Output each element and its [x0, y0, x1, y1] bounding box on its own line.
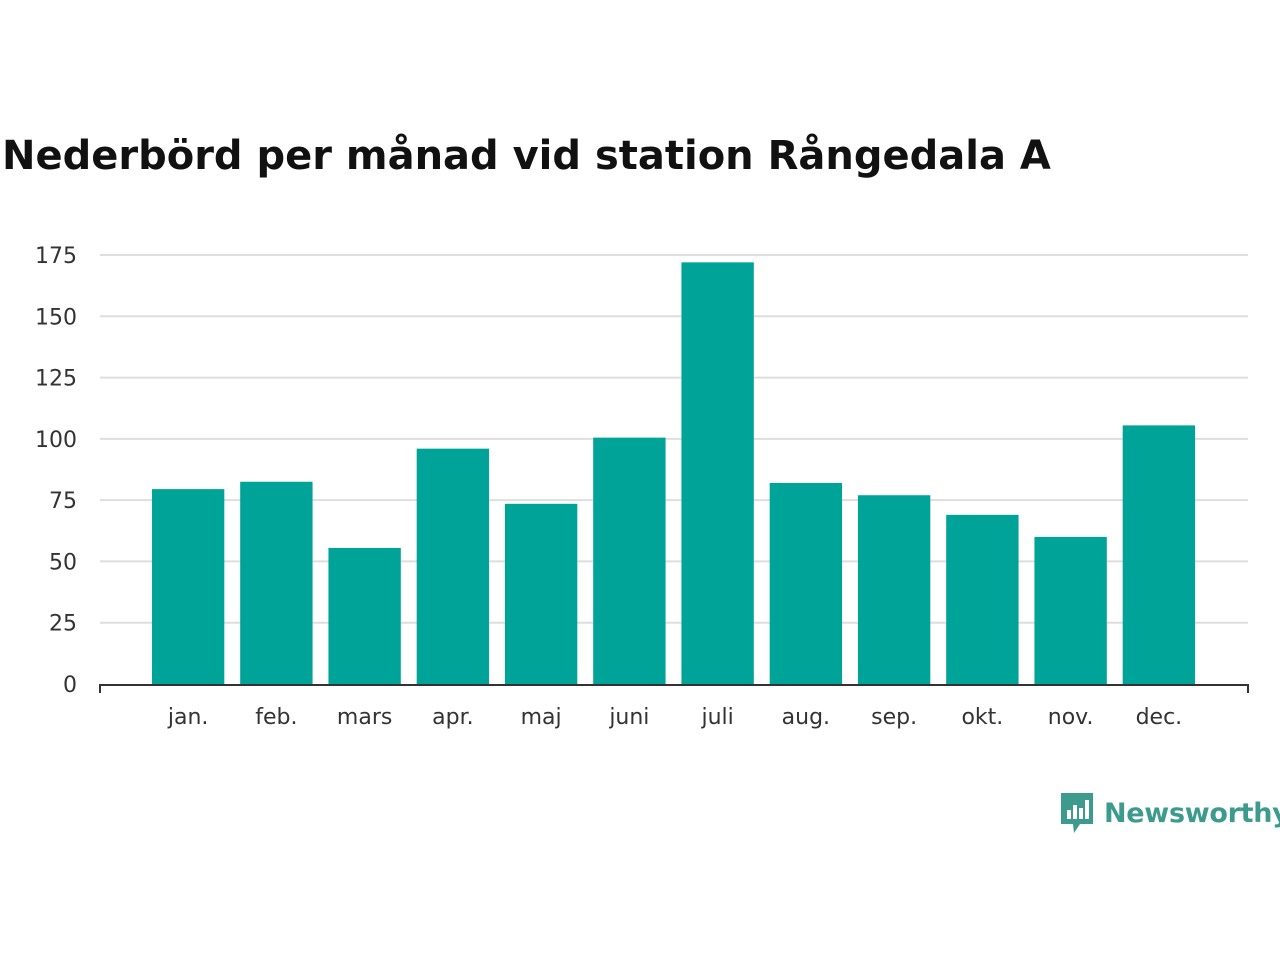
bar-7: [769, 482, 843, 684]
x-tick-label-5: juni: [608, 705, 649, 730]
y-tick-label-175: 175: [35, 244, 77, 269]
bar-3: [416, 448, 490, 684]
y-tick-label-150: 150: [35, 305, 77, 330]
newsworthy-brand: Newsworthy: [1058, 790, 1280, 836]
x-tick-label-2: mars: [337, 705, 392, 730]
x-axis: [99, 684, 1249, 693]
bar-5: [593, 437, 666, 684]
y-tick-label-75: 75: [49, 489, 77, 514]
bar-1: [240, 481, 313, 684]
y-axis-tick-labels: 0 25 50 75 100 125 150 175: [35, 244, 77, 698]
y-tick-label-125: 125: [35, 367, 77, 392]
x-axis-tick-labels: jan. feb. mars apr. maj juni juli aug. sep. okt. n…: [167, 705, 1182, 730]
y-tick-label-100: 100: [35, 428, 77, 453]
x-tick-label-1: feb.: [255, 705, 297, 730]
bar-4: [504, 503, 578, 684]
x-tick-label-11: dec.: [1136, 705, 1183, 730]
x-tick-label-8: sep.: [871, 705, 917, 730]
bar-9: [946, 514, 1019, 684]
bars: [151, 262, 1196, 684]
bar-0: [151, 489, 225, 684]
newsworthy-logo-icon: [1061, 793, 1093, 833]
y-tick-label-50: 50: [49, 550, 77, 575]
chart-title: Nederbörd per månad vid station Rångedal…: [2, 133, 1051, 179]
x-tick-label-0: jan.: [167, 705, 209, 730]
x-tick-label-4: maj: [521, 705, 562, 730]
x-tick-label-7: aug.: [782, 705, 830, 730]
bar-8: [857, 495, 931, 684]
bar-2: [328, 547, 401, 684]
brand-name: Newsworthy: [1104, 797, 1280, 829]
x-tick-label-6: juli: [700, 705, 733, 730]
bar-6: [681, 262, 754, 684]
y-tick-label-25: 25: [49, 612, 77, 637]
y-tick-label-0: 0: [63, 673, 77, 698]
bar-11: [1122, 425, 1196, 684]
x-tick-label-10: nov.: [1048, 705, 1094, 730]
x-tick-label-9: okt.: [961, 705, 1003, 730]
bar-10: [1034, 536, 1107, 684]
x-tick-label-3: apr.: [432, 705, 473, 730]
